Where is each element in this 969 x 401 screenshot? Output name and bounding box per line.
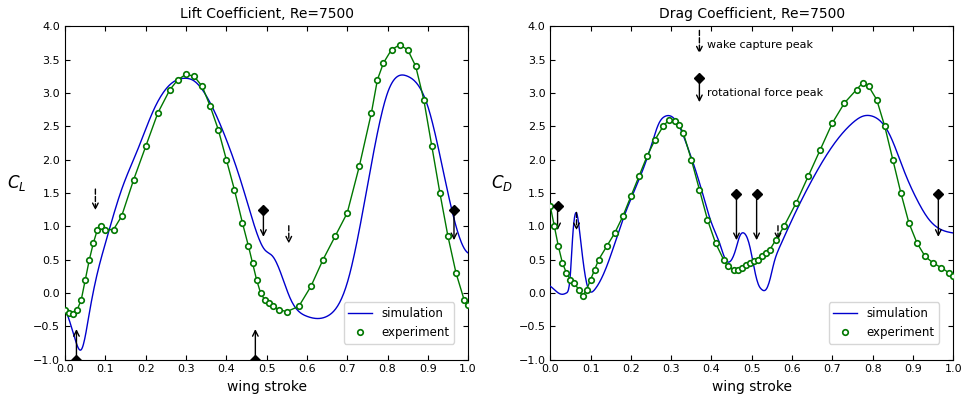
experiment — [903, 221, 915, 225]
experiment — [728, 267, 739, 272]
Line: simulation: simulation — [65, 75, 468, 350]
simulation — [849, 119, 860, 124]
simulation — [649, 133, 661, 138]
simulation — [297, 312, 309, 317]
Line: experiment: experiment — [62, 42, 471, 317]
simulation — [556, 292, 568, 297]
experiment — [59, 307, 71, 312]
Text: wake capture peak: wake capture peak — [707, 40, 813, 50]
experiment — [108, 227, 119, 232]
simulation — [616, 219, 628, 224]
experiment — [545, 204, 556, 209]
simulation — [329, 308, 341, 312]
experiment — [577, 294, 588, 299]
experiment — [140, 144, 151, 149]
simulation — [164, 83, 175, 87]
simulation — [242, 203, 254, 208]
experiment — [204, 104, 216, 109]
Y-axis label: $C_L$: $C_L$ — [7, 173, 26, 193]
experiment — [458, 297, 470, 302]
Text: rotational force peak: rotational force peak — [707, 88, 824, 98]
simulation — [363, 174, 375, 178]
experiment — [87, 241, 99, 245]
experiment — [948, 274, 959, 279]
experiment — [434, 190, 446, 195]
Line: experiment: experiment — [547, 80, 956, 299]
Title: Lift Coefficient, Re=7500: Lift Coefficient, Re=7500 — [179, 7, 354, 21]
X-axis label: wing stroke: wing stroke — [227, 380, 306, 394]
simulation — [948, 231, 959, 235]
X-axis label: wing stroke: wing stroke — [712, 380, 792, 394]
simulation — [462, 251, 474, 255]
simulation — [814, 163, 826, 168]
simulation — [396, 73, 408, 77]
experiment — [462, 303, 474, 308]
simulation — [862, 113, 874, 118]
simulation — [132, 148, 143, 153]
simulation — [783, 225, 795, 230]
simulation — [728, 254, 739, 259]
experiment — [633, 174, 644, 179]
Line: simulation: simulation — [550, 115, 953, 294]
experiment — [857, 81, 868, 85]
experiment — [601, 244, 612, 249]
experiment — [756, 254, 767, 259]
experiment — [393, 43, 405, 47]
experiment — [68, 312, 79, 317]
simulation — [75, 348, 86, 352]
simulation — [545, 284, 556, 289]
Title: Drag Coefficient, Re=7500: Drag Coefficient, Re=7500 — [659, 7, 845, 21]
Legend: simulation, experiment: simulation, experiment — [343, 302, 454, 344]
experiment — [565, 277, 577, 282]
simulation — [59, 307, 71, 312]
Legend: simulation, experiment: simulation, experiment — [828, 302, 939, 344]
Y-axis label: $C_D$: $C_D$ — [490, 173, 513, 193]
